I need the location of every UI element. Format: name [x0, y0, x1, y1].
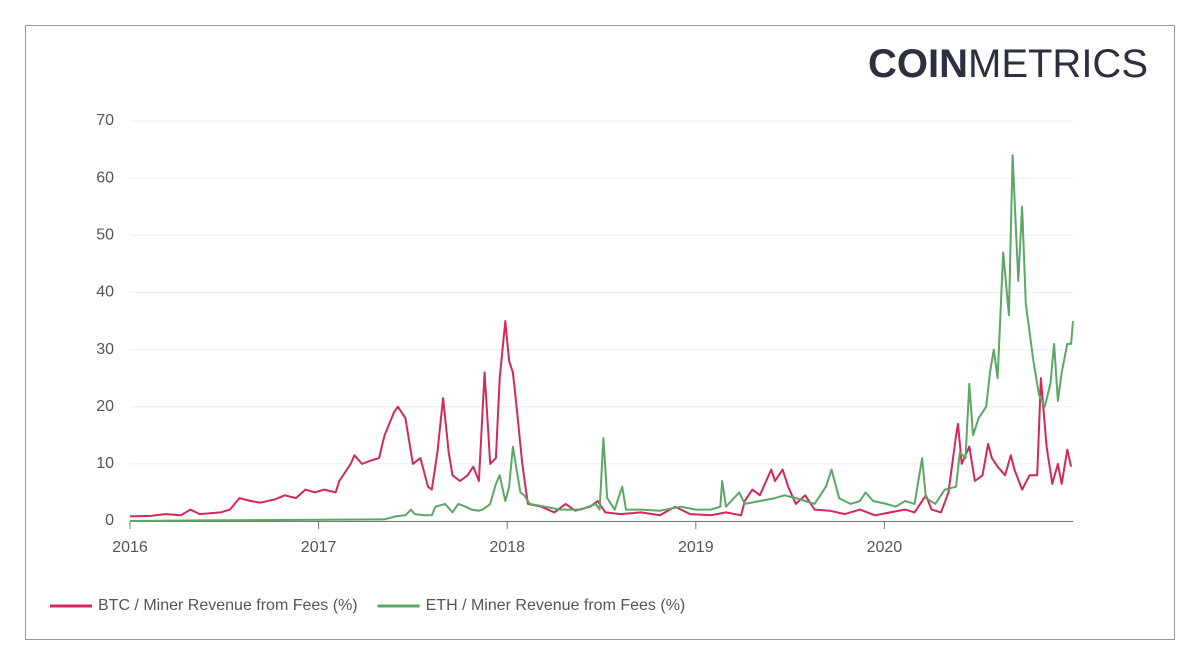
y-tick-label: 0	[105, 512, 114, 529]
legend-label: BTC / Miner Revenue from Fees (%)	[98, 597, 358, 614]
y-tick-label: 30	[96, 341, 114, 358]
x-tick-label: 2020	[867, 539, 903, 556]
logo-bold: COIN	[868, 42, 968, 86]
logo-light: METRICS	[968, 42, 1148, 86]
line	[129, 154, 1074, 522]
y-tick-label: 70	[96, 112, 114, 129]
y-tick-label: 50	[96, 227, 114, 244]
frame	[25, 25, 1175, 640]
y-tick-label: 10	[96, 455, 114, 472]
y-tick-label: 20	[96, 398, 114, 415]
logo: COINMETRICS	[868, 42, 1148, 86]
y-tick-label: 40	[96, 284, 114, 301]
x-tick-label: 2016	[112, 539, 148, 556]
x-tick-label: 2019	[678, 539, 714, 556]
legend-label: ETH / Miner Revenue from Fees (%)	[426, 597, 686, 614]
y-tick-label: 60	[96, 169, 114, 186]
x-tick-label: 2018	[489, 539, 525, 556]
x-tick-label: 2017	[301, 539, 337, 556]
